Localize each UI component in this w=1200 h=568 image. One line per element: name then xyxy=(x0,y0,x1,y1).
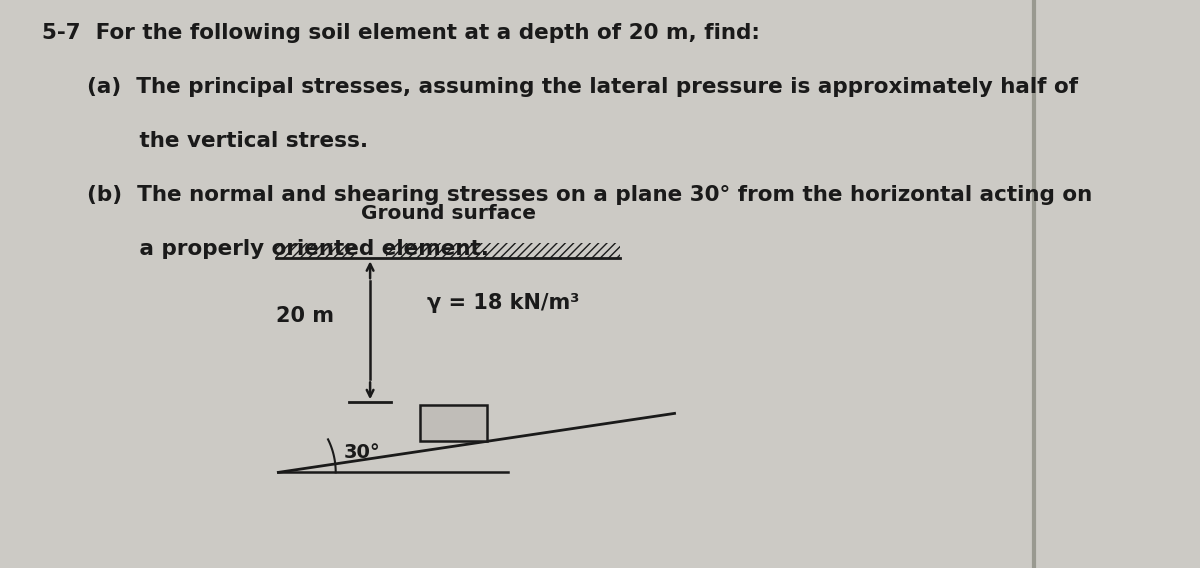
Text: Ground surface: Ground surface xyxy=(361,204,535,223)
Text: 20 m: 20 m xyxy=(276,306,334,326)
Text: 30°: 30° xyxy=(344,443,380,462)
Text: a properly oriented element.: a properly oriented element. xyxy=(42,239,488,258)
Text: (a)  The principal stresses, assuming the lateral pressure is approximately half: (a) The principal stresses, assuming the… xyxy=(42,77,1078,97)
Text: (b)  The normal and shearing stresses on a plane 30° from the horizontal acting : (b) The normal and shearing stresses on … xyxy=(42,185,1092,204)
Text: 5-7  For the following soil element at a depth of 20 m, find:: 5-7 For the following soil element at a … xyxy=(42,23,760,43)
Bar xyxy=(276,243,354,258)
Text: the vertical stress.: the vertical stress. xyxy=(42,131,368,151)
Bar xyxy=(420,405,487,441)
Text: γ = 18 kN/m³: γ = 18 kN/m³ xyxy=(427,293,580,312)
Bar xyxy=(385,243,620,258)
